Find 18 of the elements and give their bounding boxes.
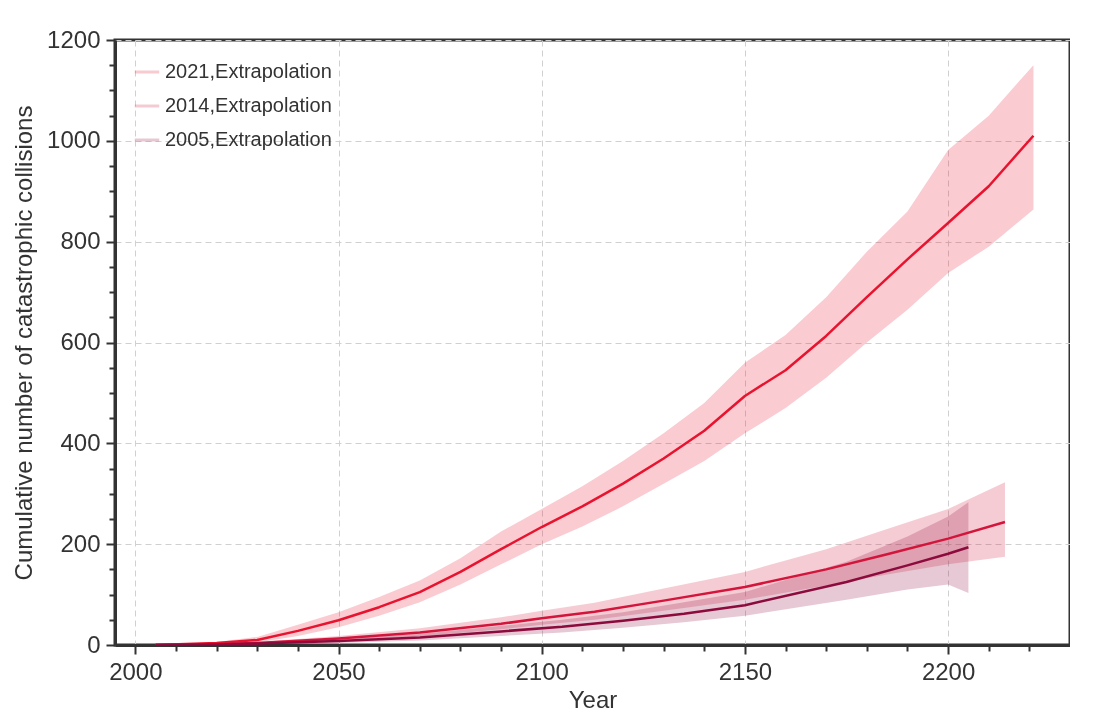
x-tick-label: 2050 [312,657,366,685]
y-tick-label: 0 [87,630,101,658]
legend-label: 2021,Extrapolation [165,60,332,82]
x-tick-label: 2150 [718,657,773,685]
y-tick-label: 800 [60,227,101,255]
x-axis-title: Year [568,685,618,713]
legend-label: 2014,Extrapolation [165,94,332,116]
y-tick-label: 200 [60,529,101,557]
legend-label: 2005,Extrapolation [165,128,332,150]
y-tick-label: 400 [60,428,101,456]
line-series [154,545,970,645]
x-tick-label: 2100 [515,657,569,685]
y-tick-label: 1200 [47,25,101,53]
y-tick-label: 1000 [47,126,101,154]
y-tick-label: 600 [60,328,101,355]
y-axis-title: Cumulative number of catastrophic collisions [10,105,38,581]
x-tick-label: 2200 [921,657,976,685]
x-tick-label: 2000 [109,657,163,685]
